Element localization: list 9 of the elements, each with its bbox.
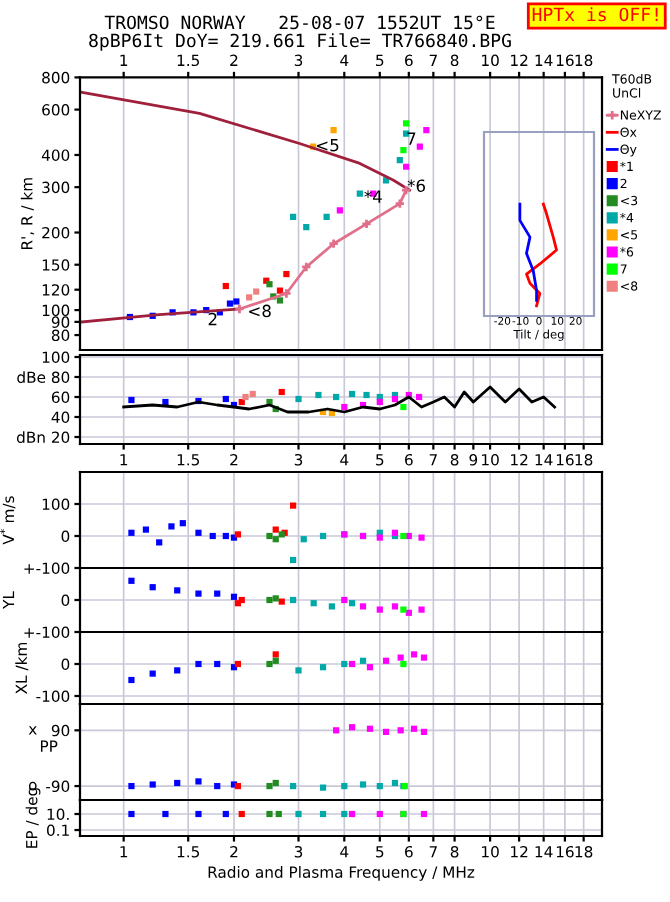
annotation: <8 bbox=[249, 304, 271, 318]
annotation: 7 bbox=[407, 132, 416, 145]
chart-title: TROMSO NORWAY 25-08-07 1552UT 15°E bbox=[104, 15, 495, 30]
annotation: *6 bbox=[407, 179, 425, 192]
text: HPTx is OFF! bbox=[532, 7, 658, 22]
annotation: 2 bbox=[208, 312, 217, 326]
chart-subtitle: 8pBP6It DoY= 219.661 File= TR766840.BPG bbox=[89, 33, 511, 51]
annotation: *4 bbox=[364, 190, 382, 203]
annotation: <5 bbox=[317, 139, 339, 152]
